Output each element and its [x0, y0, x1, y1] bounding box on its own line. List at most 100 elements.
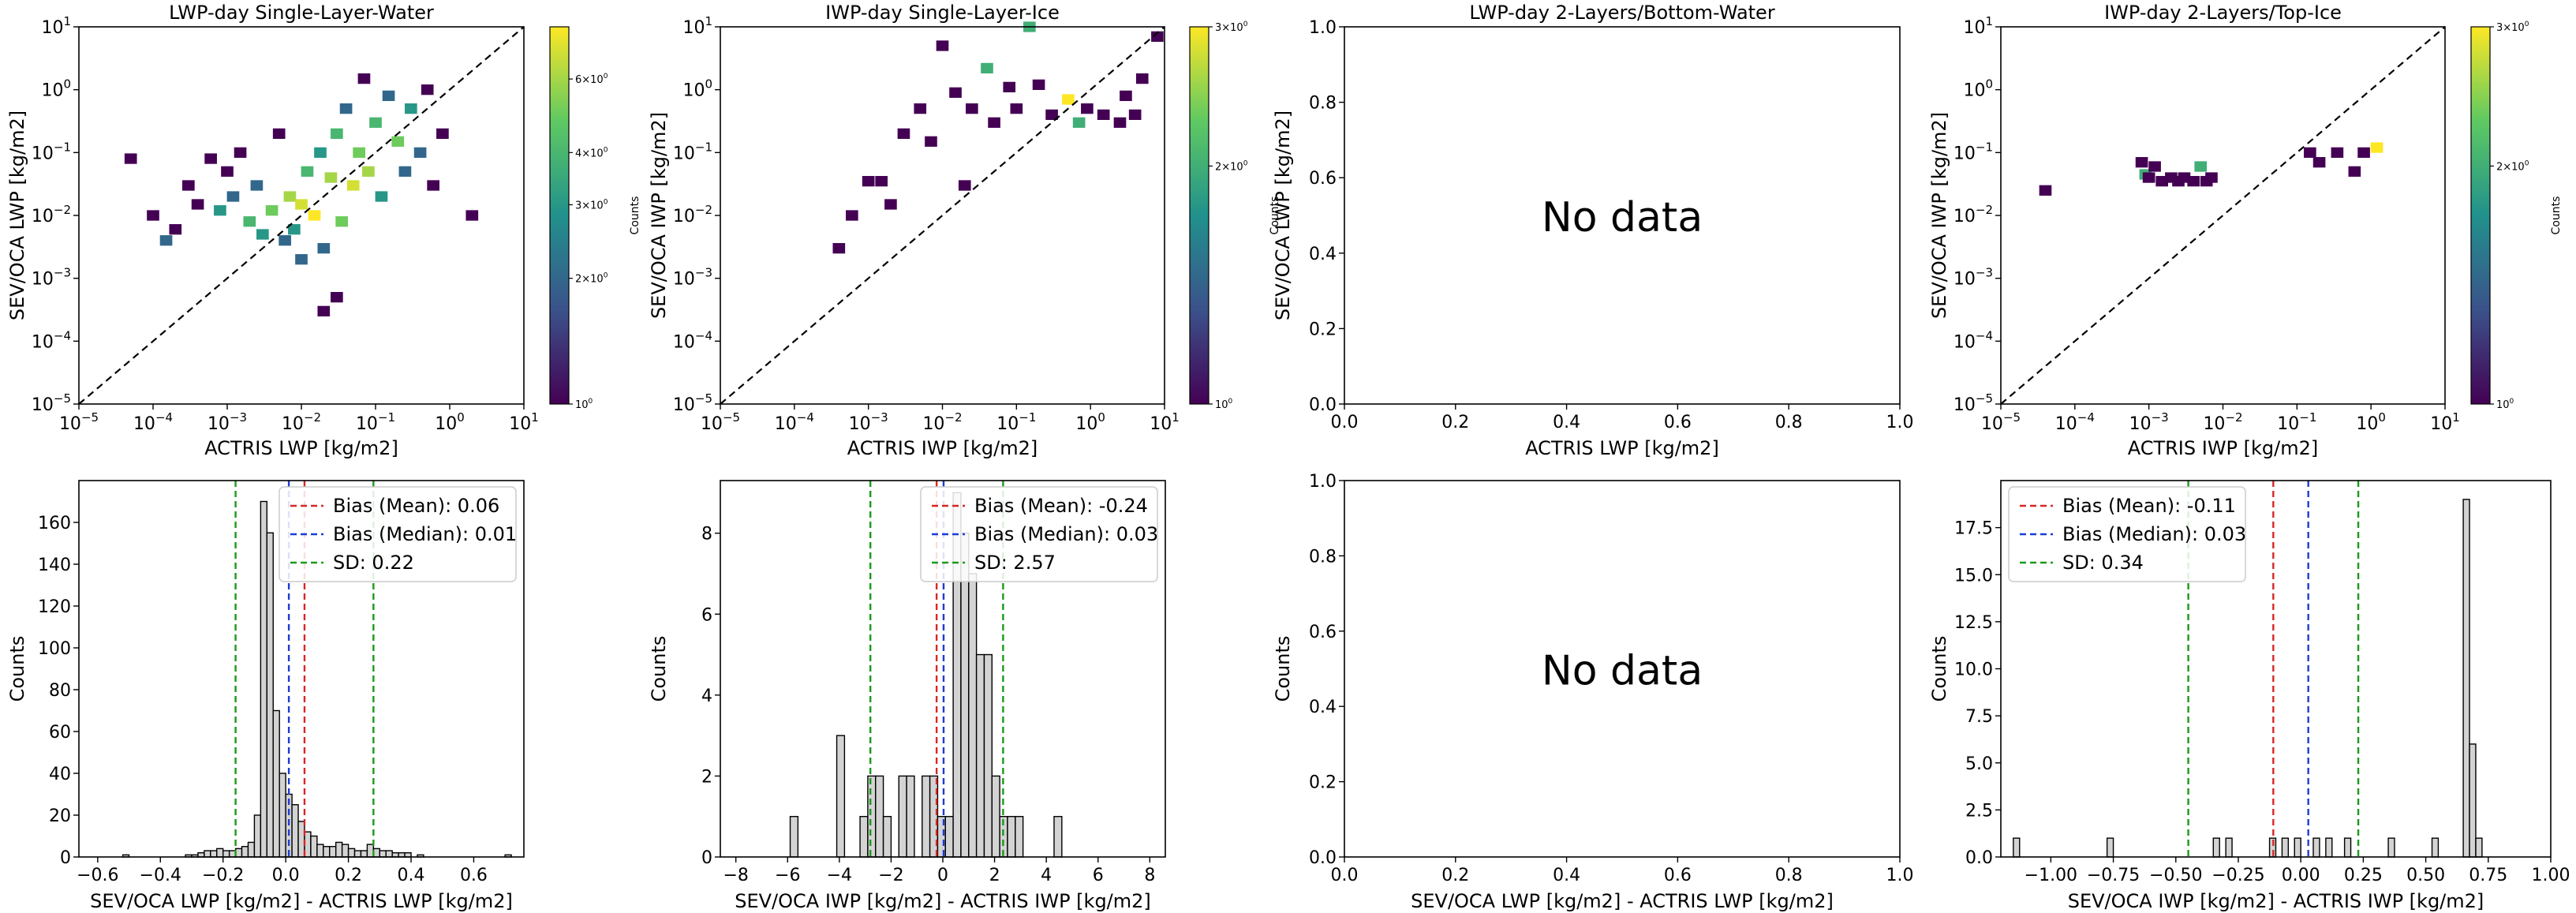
- histogram-bar: [836, 735, 846, 858]
- heatmap-cell: [324, 172, 338, 183]
- heatmap-cell: [1097, 109, 1110, 121]
- x-tick-label: 10−4: [2055, 410, 2095, 434]
- x-tick-label: 0.0: [1331, 866, 1359, 885]
- y-tick-label: 10−2: [673, 203, 712, 226]
- heatmap-cell: [884, 199, 897, 210]
- colorbar-gradient: [2470, 26, 2491, 405]
- heatmap-cell: [914, 103, 927, 114]
- x-tick-label: 100: [2356, 410, 2386, 434]
- y-tick-label: 0.4: [1309, 245, 1337, 264]
- y-tick-label: 17.5: [1954, 519, 1993, 539]
- histogram-bar: [204, 850, 211, 858]
- no-data-annotation: No data: [1542, 194, 1703, 241]
- y-tick-label: 10−4: [1953, 328, 1993, 352]
- y-tick-label: 0: [701, 848, 712, 868]
- y-tick-label: 4: [701, 687, 712, 706]
- heatmap-cell: [369, 117, 382, 128]
- chart-panel-7: 0.0 0.2 0.4 0.6 0.8 1.0 0.0 0.2 0.4 0.6 0.8 1.0 SEV/…: [1272, 472, 1914, 912]
- heatmap-cell: [421, 84, 434, 95]
- heatmap-cell: [317, 243, 331, 254]
- histogram-bar: [944, 816, 954, 858]
- y-tick-label: 2.5: [1965, 801, 1993, 821]
- one-to-one-line: [2000, 26, 2446, 405]
- y-tick-label: 15.0: [1954, 566, 1993, 586]
- legend-box: [279, 486, 517, 582]
- y-tick-label: 10−2: [32, 203, 71, 226]
- chart-panel-4: IWP-day 2-Layers/Top-Ice 10−5 10−4 10−3 10−2…: [1928, 2, 2563, 459]
- x-tick-label: 10−3: [208, 410, 247, 434]
- y-tick-label: 0: [60, 848, 71, 868]
- legend: Bias (Mean): -0.11 Bias (Median): 0.03 SD:…: [2008, 486, 2246, 582]
- heatmap-cell: [398, 166, 412, 177]
- histogram-bar: [335, 841, 343, 858]
- y-tick-label: 0.0: [1309, 848, 1337, 868]
- heatmap-cell: [405, 103, 417, 114]
- y-tick-label: 80: [49, 681, 71, 701]
- heatmap-cell: [288, 224, 301, 235]
- heatmap-cell: [314, 147, 327, 158]
- colorbar-gradient: [549, 26, 570, 405]
- histogram-bar: [353, 850, 362, 858]
- heatmap-cell: [301, 166, 314, 177]
- heatmap-cell: [936, 40, 949, 51]
- histogram-bar: [2212, 837, 2220, 858]
- histogram-bar: [991, 775, 1000, 858]
- heatmap-cell: [272, 128, 286, 139]
- colorbar: 100 2×100 3×100 Counts: [1189, 21, 1281, 411]
- axes-frame: [1344, 480, 1901, 858]
- y-tick-label: 0.6: [1309, 169, 1337, 189]
- heatmap-cell: [279, 235, 291, 246]
- heatmap-cell: [147, 210, 159, 221]
- colorbar-label: Counts: [629, 196, 641, 235]
- histogram-bar: [898, 775, 907, 858]
- histogram-bar: [379, 850, 387, 858]
- histogram-bar: [859, 816, 869, 858]
- histogram-bar: [2294, 837, 2301, 858]
- y-tick-label: 5.0: [1965, 754, 1993, 774]
- heatmap-cell: [1003, 81, 1016, 93]
- y-axis-label: Counts: [648, 636, 670, 702]
- y-axis-label: SEV/OCA IWP [kg/m2]: [648, 112, 670, 319]
- histogram-bar: [2106, 837, 2114, 858]
- legend-entry: Bias (Mean): -0.11: [2062, 495, 2236, 517]
- x-axis-label: SEV/OCA LWP [kg/m2] - ACTRIS LWP [kg/m2]: [90, 890, 513, 912]
- chart-panel-1: LWP-day Single-Layer-Water 10−5 10−4 10−3 10…: [6, 2, 641, 459]
- y-tick-label: 8: [701, 525, 712, 544]
- axes-frame: [1344, 26, 1901, 405]
- x-axis-label: ACTRIS LWP [kg/m2]: [204, 437, 398, 459]
- x-tick-label: 8: [1144, 866, 1155, 885]
- x-tick-label: 10−3: [849, 410, 888, 434]
- histogram-bar: [2312, 837, 2320, 858]
- legend-entry: SD: 0.22: [333, 552, 414, 574]
- x-tick-label: −8: [723, 866, 748, 885]
- heatmap-cell: [353, 147, 365, 158]
- y-tick-label: 10−5: [32, 391, 71, 415]
- heatmap-cell: [832, 243, 846, 254]
- heatmap-cell: [295, 199, 308, 210]
- histogram-bar: [310, 835, 318, 858]
- heatmap-cell: [862, 176, 875, 187]
- heatmap-cell: [226, 191, 240, 202]
- histogram-bar: [789, 816, 799, 858]
- heatmap-cell: [339, 103, 353, 114]
- x-axis-label: ACTRIS IWP [kg/m2]: [847, 437, 1038, 459]
- heatmap-cell: [2194, 161, 2208, 172]
- legend: Bias (Mean): -0.24 Bias (Median): 0.03 SD:…: [920, 486, 1158, 582]
- axes-frame: [78, 480, 525, 858]
- x-tick-label: 0.6: [460, 866, 488, 885]
- x-tick-label: 10−4: [775, 410, 814, 434]
- x-tick-label: 10−5: [701, 410, 740, 434]
- legend-box: [920, 486, 1158, 582]
- one-to-one-line: [78, 26, 525, 405]
- x-tick-label: −0.2: [202, 866, 244, 885]
- y-tick-label: 2: [701, 767, 712, 787]
- x-tick-label: 10−1: [356, 410, 395, 434]
- y-axis-label: SEV/OCA LWP [kg/m2]: [6, 110, 28, 320]
- legend-entry: Bias (Median): 0.03: [974, 523, 1158, 545]
- heatmap-cell: [346, 180, 360, 191]
- x-tick-label: 0.8: [1775, 413, 1803, 432]
- heatmap-cell: [221, 166, 234, 177]
- histogram-bar: [216, 848, 224, 858]
- heatmap-cell: [308, 210, 321, 221]
- colorbar-tick-label: 2×100: [1215, 159, 1248, 173]
